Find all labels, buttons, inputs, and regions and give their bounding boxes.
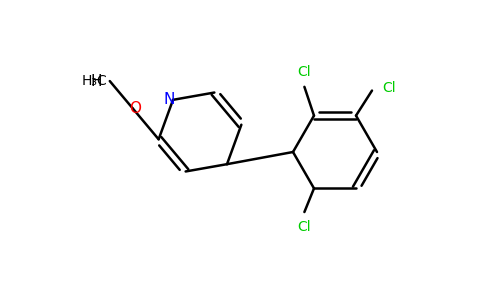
Text: H: H	[91, 74, 102, 88]
Text: Cl: Cl	[382, 81, 395, 94]
Text: N: N	[163, 92, 175, 107]
Text: Cl: Cl	[298, 65, 311, 79]
Text: O: O	[129, 101, 141, 116]
Text: Cl: Cl	[298, 220, 311, 234]
Text: H₃C: H₃C	[82, 74, 108, 88]
